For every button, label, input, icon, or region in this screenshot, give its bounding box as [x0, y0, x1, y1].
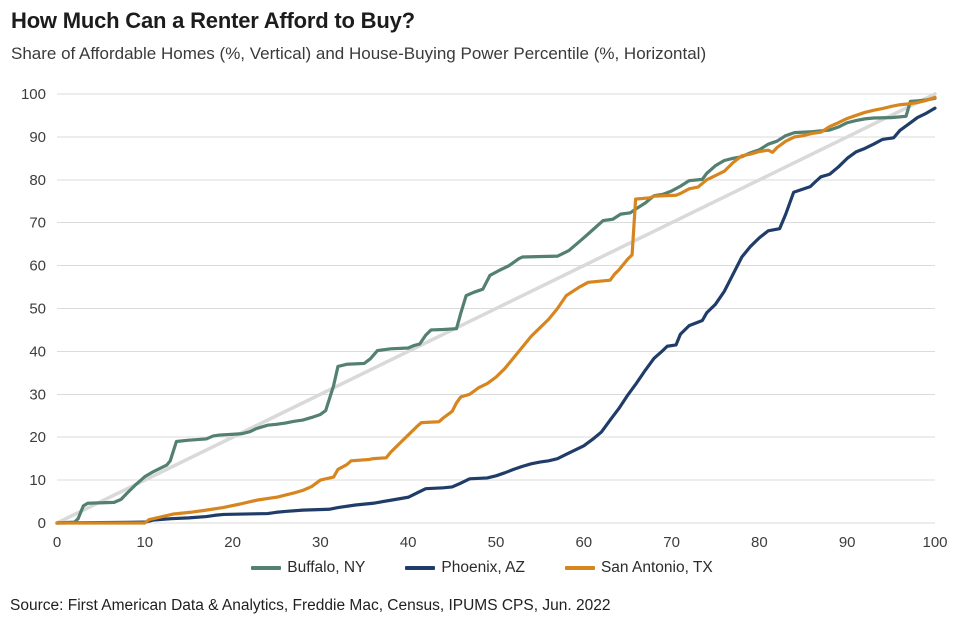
x-tick-label-30: 30 [312, 534, 329, 551]
x-tick-label-80: 80 [751, 534, 768, 551]
source-note: Source: First American Data & Analytics,… [10, 597, 611, 614]
y-tick-label-60: 60 [29, 258, 46, 275]
x-tick-label-10: 10 [136, 534, 153, 551]
chart-subtitle: Share of Affordable Homes (%, Vertical) … [11, 44, 707, 63]
x-tick-label-60: 60 [575, 534, 592, 551]
x-tick-label-90: 90 [839, 534, 856, 551]
legend: Buffalo, NY Phoenix, AZ San Antonio, TX [0, 559, 964, 577]
series-line-phoenix-az [55, 106, 937, 525]
legend-item-san-antonio: San Antonio, TX [564, 559, 713, 577]
legend-label-buffalo: Buffalo, NY [287, 559, 366, 576]
phoenix-line-swatch [405, 566, 436, 570]
y-tick-label-80: 80 [29, 172, 46, 189]
buffalo-line-swatch [251, 566, 282, 570]
legend-label-san-antonio: San Antonio, TX [600, 559, 713, 576]
san-antonio-line-swatch [564, 566, 595, 570]
y-tick-label-0: 0 [38, 515, 46, 532]
y-tick-label-10: 10 [29, 472, 46, 489]
y-tick-label-70: 70 [29, 215, 46, 232]
chart-title: How Much Can a Renter Afford to Buy? [11, 8, 415, 33]
y-tick-label-100: 100 [21, 86, 46, 103]
y-tick-label-50: 50 [29, 301, 46, 318]
y-tick-label-30: 30 [29, 386, 46, 403]
x-tick-label-50: 50 [488, 534, 505, 551]
x-tick-label-0: 0 [53, 534, 61, 551]
legend-label-phoenix: Phoenix, AZ [441, 559, 525, 576]
legend-item-buffalo: Buffalo, NY [251, 559, 365, 577]
series-line-buffalo-ny [55, 96, 937, 525]
reference-45deg-line [55, 92, 937, 525]
series-line-san-antonio-tx [55, 95, 937, 525]
legend-item-phoenix: Phoenix, AZ [405, 559, 525, 577]
y-tick-label-90: 90 [29, 129, 46, 146]
x-tick-label-70: 70 [663, 534, 680, 551]
plot-area: 0 10 20 30 40 50 60 70 80 90 100 0 10 20 30 40 50 60 70 80 9… [21, 86, 948, 551]
x-tick-label-20: 20 [224, 534, 241, 551]
x-tick-label-100: 100 [922, 534, 947, 551]
y-tick-label-40: 40 [29, 343, 46, 360]
x-tick-label-40: 40 [400, 534, 417, 551]
y-tick-label-20: 20 [29, 429, 46, 446]
